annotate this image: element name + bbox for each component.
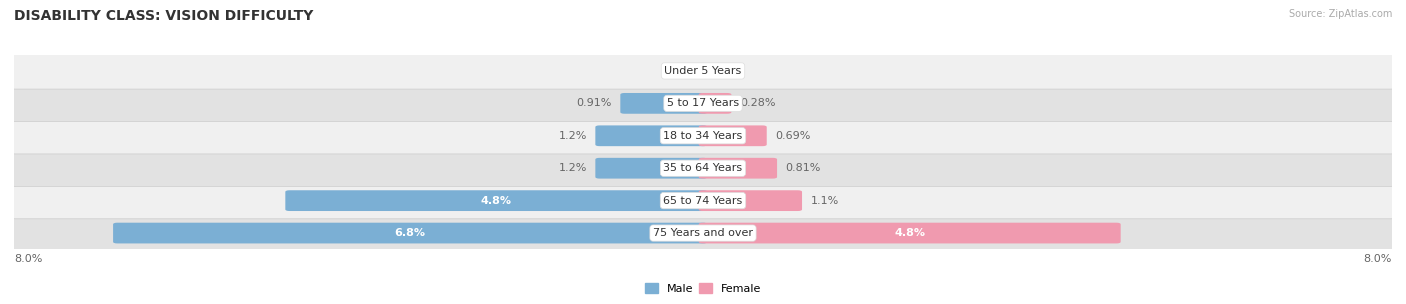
- FancyBboxPatch shape: [6, 53, 1400, 89]
- FancyBboxPatch shape: [6, 118, 1400, 154]
- FancyBboxPatch shape: [112, 223, 707, 244]
- Text: 4.8%: 4.8%: [894, 228, 925, 238]
- FancyBboxPatch shape: [6, 85, 1400, 122]
- FancyBboxPatch shape: [595, 126, 707, 146]
- Text: 65 to 74 Years: 65 to 74 Years: [664, 196, 742, 206]
- Text: 0.69%: 0.69%: [775, 131, 811, 141]
- Legend: Male, Female: Male, Female: [640, 279, 766, 298]
- Text: 0.0%: 0.0%: [662, 66, 690, 76]
- Text: 0.28%: 0.28%: [740, 98, 776, 108]
- Text: 35 to 64 Years: 35 to 64 Years: [664, 163, 742, 173]
- FancyBboxPatch shape: [699, 158, 778, 178]
- Text: 0.0%: 0.0%: [716, 66, 744, 76]
- Text: 4.8%: 4.8%: [481, 196, 512, 206]
- FancyBboxPatch shape: [620, 93, 707, 114]
- Text: Under 5 Years: Under 5 Years: [665, 66, 741, 76]
- FancyBboxPatch shape: [6, 150, 1400, 186]
- Text: 0.81%: 0.81%: [786, 163, 821, 173]
- Text: DISABILITY CLASS: VISION DIFFICULTY: DISABILITY CLASS: VISION DIFFICULTY: [14, 9, 314, 23]
- FancyBboxPatch shape: [6, 182, 1400, 219]
- Text: 1.2%: 1.2%: [558, 131, 586, 141]
- FancyBboxPatch shape: [699, 223, 1121, 244]
- FancyBboxPatch shape: [6, 215, 1400, 251]
- Text: 1.1%: 1.1%: [811, 196, 839, 206]
- FancyBboxPatch shape: [699, 93, 731, 114]
- Text: 5 to 17 Years: 5 to 17 Years: [666, 98, 740, 108]
- Text: 75 Years and over: 75 Years and over: [652, 228, 754, 238]
- Text: Source: ZipAtlas.com: Source: ZipAtlas.com: [1288, 9, 1392, 19]
- Text: 8.0%: 8.0%: [14, 254, 42, 264]
- Text: 1.2%: 1.2%: [558, 163, 586, 173]
- FancyBboxPatch shape: [699, 190, 801, 211]
- Text: 8.0%: 8.0%: [1364, 254, 1392, 264]
- Text: 6.8%: 6.8%: [395, 228, 426, 238]
- FancyBboxPatch shape: [595, 158, 707, 178]
- FancyBboxPatch shape: [699, 126, 766, 146]
- Text: 18 to 34 Years: 18 to 34 Years: [664, 131, 742, 141]
- Text: 0.91%: 0.91%: [576, 98, 612, 108]
- FancyBboxPatch shape: [285, 190, 707, 211]
